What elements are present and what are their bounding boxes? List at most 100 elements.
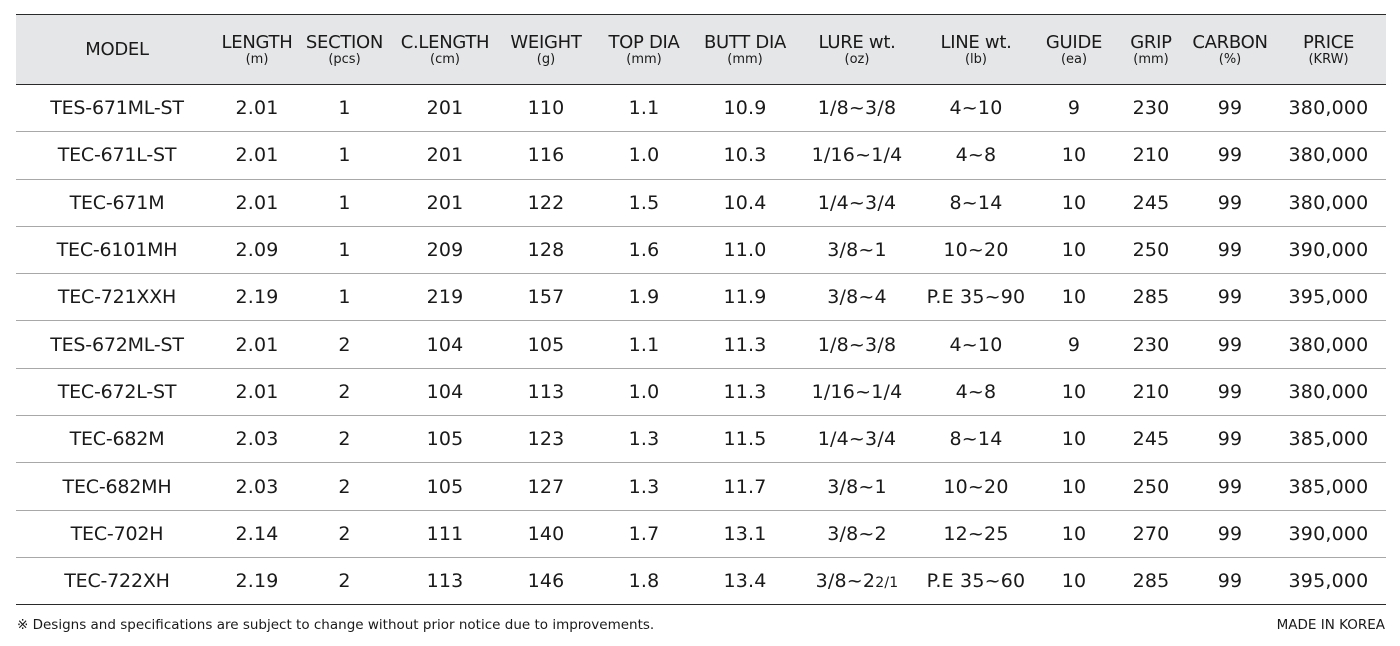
- table-body: TES-671ML-ST 2.01 1 201 110 1.1 10.9 1/8~3/8 4~1…: [16, 84, 1386, 606]
- cell-butt-dia: 10.3: [693, 131, 797, 180]
- cell-line-wt: 10~20: [917, 462, 1035, 511]
- table-header: MODEL LENGTH (m) SECTION (pcs) C.LENGTH (cm) WE…: [16, 14, 1386, 85]
- cell-top-dia: 1.7: [595, 510, 693, 558]
- header-label: WEIGHT: [510, 31, 582, 53]
- cell-model: TEC-721XXH: [16, 273, 218, 322]
- cell-carbon: 99: [1189, 179, 1271, 227]
- header-line-wt: LINE wt. (lb): [917, 14, 1035, 85]
- cell-lure-wt: 3/8~22/1: [797, 557, 917, 606]
- header-unit: (g): [536, 51, 556, 67]
- header-c-length: C.LENGTH (cm): [393, 14, 497, 85]
- header-row: MODEL LENGTH (m) SECTION (pcs) C.LENGTH (cm) WE…: [16, 14, 1386, 85]
- cell-lure-wt: 3/8~1: [797, 226, 917, 275]
- cell-guide: 9: [1035, 84, 1113, 133]
- cell-line-wt: P.E 35~90: [917, 273, 1035, 322]
- cell-grip: 285: [1113, 273, 1189, 322]
- cell-butt-dia: 11.5: [693, 415, 797, 464]
- header-unit: (mm): [1133, 51, 1169, 67]
- cell-guide: 9: [1035, 320, 1113, 369]
- cell-price: 385,000: [1271, 415, 1386, 464]
- cell-carbon: 99: [1189, 273, 1271, 322]
- header-unit: (mm): [626, 51, 662, 67]
- header-grip: GRIP (mm): [1113, 14, 1189, 85]
- cell-grip: 210: [1113, 368, 1189, 417]
- cell-c-length: 201: [393, 179, 497, 227]
- cell-grip: 230: [1113, 84, 1189, 133]
- header-guide: GUIDE (ea): [1035, 14, 1113, 85]
- header-top-dia: TOP DIA (mm): [595, 14, 693, 85]
- header-label: LENGTH: [221, 31, 293, 53]
- cell-guide: 10: [1035, 462, 1113, 511]
- cell-guide: 10: [1035, 273, 1113, 322]
- table-row: TEC-682MH 2.03 2 105 127 1.3 11.7 3/8~1 10~20 10 2…: [16, 462, 1386, 511]
- cell-carbon: 99: [1189, 462, 1271, 511]
- header-unit: (oz): [844, 51, 870, 67]
- cell-top-dia: 1.3: [595, 415, 693, 464]
- cell-section: 2: [296, 368, 393, 417]
- cell-line-wt: 8~14: [917, 179, 1035, 227]
- cell-carbon: 99: [1189, 226, 1271, 275]
- cell-section: 2: [296, 510, 393, 558]
- cell-top-dia: 1.8: [595, 557, 693, 606]
- cell-price: 385,000: [1271, 462, 1386, 511]
- cell-length: 2.01: [218, 131, 296, 180]
- table-row: TEC-722XH 2.19 2 113 146 1.8 13.4 3/8~22/1 P.E 3…: [16, 557, 1386, 606]
- table-row: TES-672ML-ST 2.01 2 104 105 1.1 11.3 1/8~3/8 4~1…: [16, 320, 1386, 369]
- cell-price: 380,000: [1271, 131, 1386, 180]
- cell-grip: 245: [1113, 415, 1189, 464]
- cell-guide: 10: [1035, 368, 1113, 417]
- cell-lure-wt: 3/8~4: [797, 273, 917, 322]
- cell-butt-dia: 11.3: [693, 320, 797, 369]
- cell-line-wt: 8~14: [917, 415, 1035, 464]
- lure-wt-value: 3/8~4: [827, 286, 887, 309]
- table-row: TEC-6101MH 2.09 1 209 128 1.6 11.0 3/8~1 10~20 10…: [16, 226, 1386, 275]
- lure-wt-value: 1/8~3/8: [817, 333, 897, 356]
- cell-top-dia: 1.5: [595, 179, 693, 227]
- lure-wt-value: 1/16~1/4: [811, 144, 903, 167]
- cell-price: 390,000: [1271, 226, 1386, 275]
- header-label: TOP DIA: [608, 31, 680, 53]
- cell-length: 2.03: [218, 462, 296, 511]
- cell-c-length: 105: [393, 462, 497, 511]
- header-label: CARBON: [1192, 31, 1268, 53]
- header-label: SECTION: [305, 31, 384, 53]
- cell-grip: 245: [1113, 179, 1189, 227]
- cell-lure-wt: 1/16~1/4: [797, 368, 917, 417]
- cell-grip: 230: [1113, 320, 1189, 369]
- cell-c-length: 105: [393, 415, 497, 464]
- cell-top-dia: 1.3: [595, 462, 693, 511]
- cell-section: 1: [296, 273, 393, 322]
- cell-c-length: 113: [393, 557, 497, 606]
- cell-butt-dia: 13.1: [693, 510, 797, 558]
- cell-butt-dia: 11.7: [693, 462, 797, 511]
- cell-model: TES-671ML-ST: [16, 84, 218, 133]
- cell-model: TES-672ML-ST: [16, 320, 218, 369]
- cell-c-length: 219: [393, 273, 497, 322]
- cell-guide: 10: [1035, 510, 1113, 558]
- cell-weight: 157: [497, 273, 595, 322]
- cell-top-dia: 1.0: [595, 131, 693, 180]
- cell-model: TEC-6101MH: [16, 226, 218, 275]
- cell-c-length: 209: [393, 226, 497, 275]
- header-label: LURE wt.: [818, 31, 896, 53]
- lure-wt-value: 3/8~2: [815, 570, 876, 593]
- cell-length: 2.01: [218, 368, 296, 417]
- table-row: TEC-682M 2.03 2 105 123 1.3 11.5 1/4~3/4 8~14 10 2…: [16, 415, 1386, 464]
- cell-model: TEC-671M: [16, 179, 218, 227]
- header-label: MODEL: [85, 38, 149, 60]
- origin-label: MADE IN KOREA: [1276, 617, 1385, 633]
- header-butt-dia: BUTT DIA (mm): [693, 14, 797, 85]
- cell-carbon: 99: [1189, 84, 1271, 133]
- disclaimer-note: ※ Designs and specifications are subject…: [17, 617, 655, 633]
- header-unit: (lb): [964, 51, 987, 67]
- cell-model: TEC-682M: [16, 415, 218, 464]
- cell-grip: 270: [1113, 510, 1189, 558]
- cell-lure-wt: 1/16~1/4: [797, 131, 917, 180]
- lure-wt-fraction: 2/1: [875, 575, 899, 592]
- cell-price: 380,000: [1271, 368, 1386, 417]
- cell-section: 2: [296, 415, 393, 464]
- cell-guide: 10: [1035, 226, 1113, 275]
- cell-lure-wt: 1/4~3/4: [797, 179, 917, 227]
- header-unit: (m): [245, 51, 269, 67]
- table-row: TEC-672L-ST 2.01 2 104 113 1.0 11.3 1/16~1/4 4~8…: [16, 368, 1386, 417]
